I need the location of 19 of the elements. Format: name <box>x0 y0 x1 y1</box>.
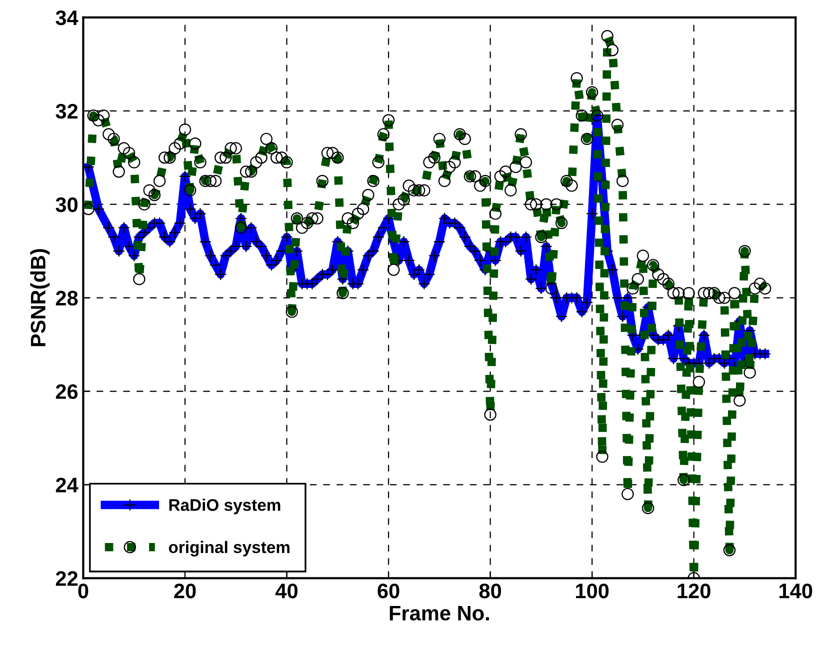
x-tick-label: 100 <box>576 584 609 598</box>
x-tick-label: 20 <box>174 584 196 598</box>
y-axis-title: PSNR(dB) <box>30 249 50 346</box>
y-tick-label: 34 <box>56 10 78 26</box>
y-tick-label: 28 <box>56 290 78 306</box>
x-tick-label: 40 <box>275 584 298 598</box>
y-tick-label: 24 <box>56 478 78 492</box>
y-tick-label: 26 <box>56 384 78 400</box>
x-tick-label: 0 <box>78 584 88 598</box>
legend-label: original system <box>168 540 290 557</box>
y-tick-label: 32 <box>56 104 78 119</box>
x-axis-title: Frame No. <box>390 606 489 621</box>
y-tick-label: 22 <box>56 571 78 586</box>
legend-label: RaDiO system <box>169 498 280 514</box>
x-tick-label: 60 <box>378 584 400 598</box>
x-tick-label: 120 <box>678 584 710 598</box>
y-tick-label: 30 <box>56 197 78 212</box>
x-tick-label: 140 <box>780 584 812 598</box>
x-tick-label: 80 <box>479 584 502 598</box>
